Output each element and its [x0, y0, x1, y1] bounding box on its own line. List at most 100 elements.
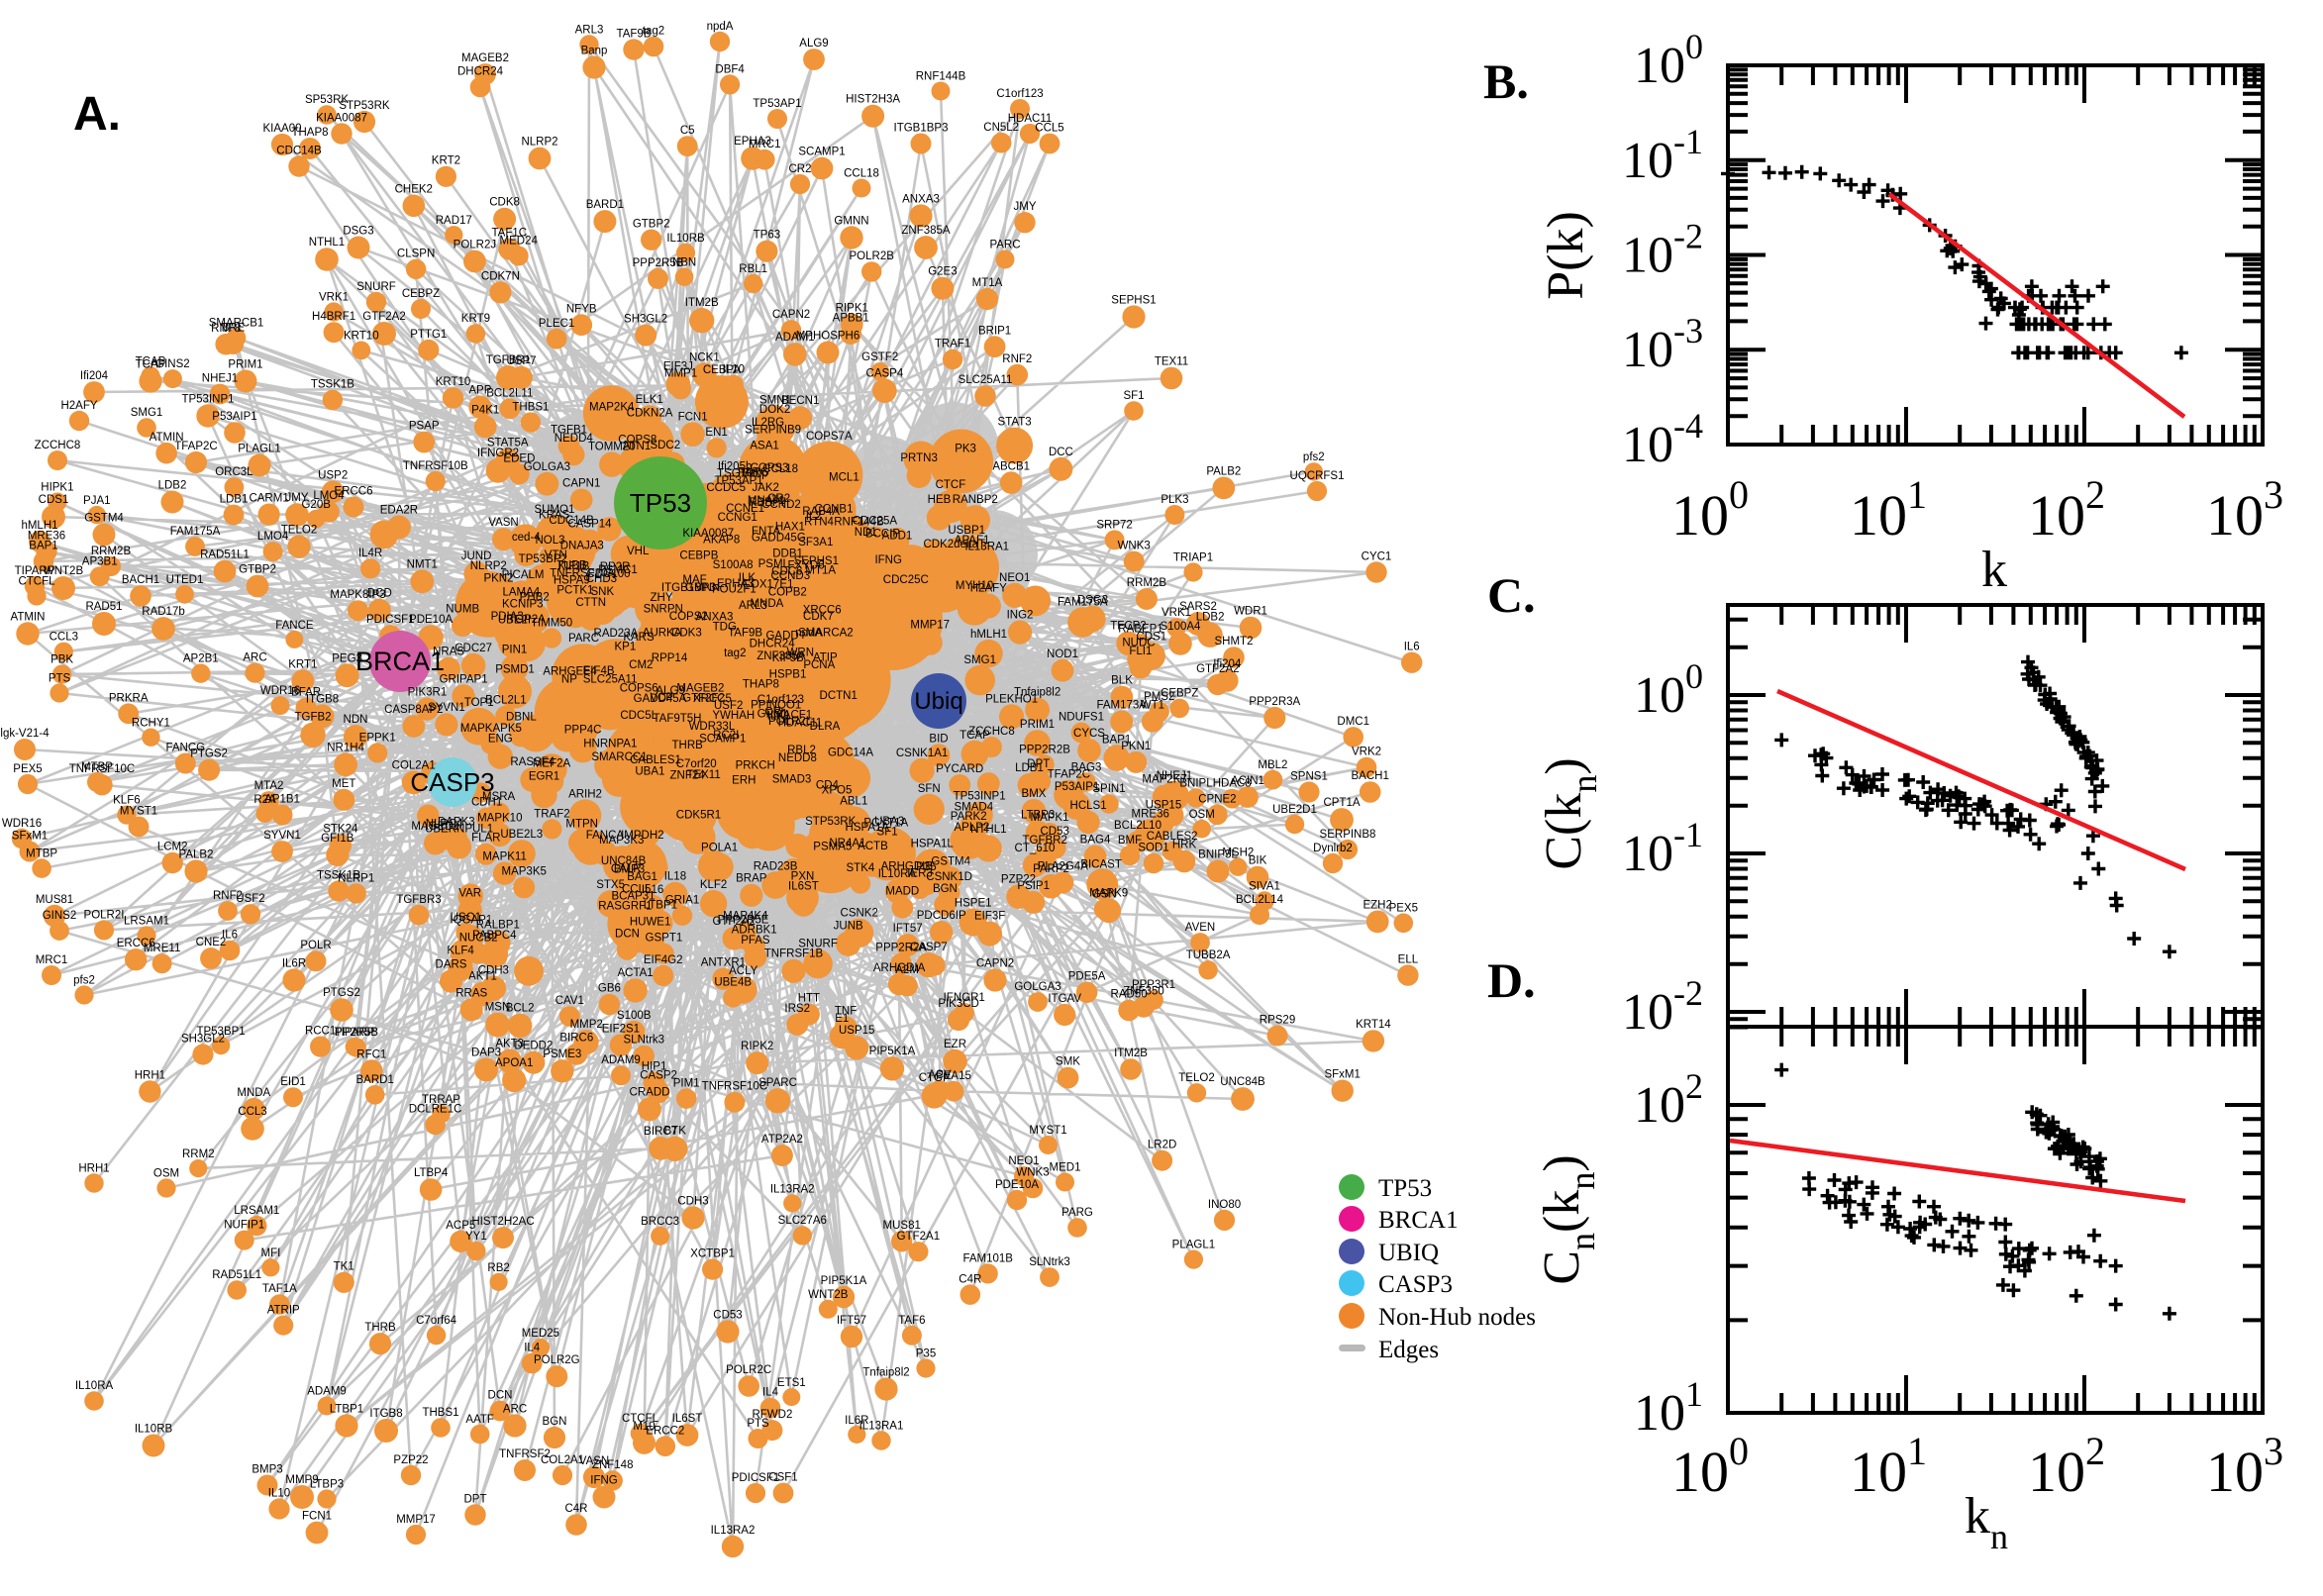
- svg-text:NTHL1: NTHL1: [309, 237, 345, 249]
- svg-text:CD53: CD53: [713, 1309, 742, 1321]
- svg-text:COPS6: COPS6: [620, 683, 658, 695]
- svg-text:S100A8: S100A8: [713, 559, 754, 571]
- svg-text:CASP2: CASP2: [640, 1070, 677, 1082]
- svg-text:NEO1: NEO1: [999, 572, 1030, 584]
- svg-text:NFYB: NFYB: [566, 303, 597, 315]
- svg-text:CR2: CR2: [788, 163, 811, 175]
- svg-text:ACTA1: ACTA1: [617, 967, 653, 979]
- svg-text:TP53INP1: TP53INP1: [181, 393, 234, 405]
- svg-text:GTF2F2: GTF2F2: [682, 693, 725, 705]
- svg-text:ARHGDIA: ARHGDIA: [873, 962, 926, 974]
- svg-text:GADD45A: GADD45A: [634, 693, 687, 705]
- svg-text:GB6: GB6: [598, 983, 621, 995]
- svg-text:CD4: CD4: [816, 779, 840, 791]
- svg-text:TCAP: TCAP: [960, 730, 990, 742]
- svg-text:GTF2A2: GTF2A2: [362, 311, 405, 323]
- svg-text:ARHGEF4: ARHGEF4: [543, 666, 597, 678]
- svg-text:CR: CR: [764, 706, 781, 718]
- svg-text:MMP1: MMP1: [664, 367, 697, 379]
- svg-text:CASP3: CASP3: [410, 767, 494, 797]
- svg-text:BID: BID: [929, 733, 948, 745]
- svg-text:SMARCC1: SMARCC1: [591, 751, 647, 763]
- svg-text:UBA3: UBA3: [874, 816, 904, 828]
- svg-text:C1orf123: C1orf123: [996, 88, 1043, 100]
- svg-text:Edges: Edges: [1378, 1337, 1439, 1363]
- svg-text:PTTG1: PTTG1: [410, 329, 447, 341]
- svg-text:GSPT1: GSPT1: [646, 933, 683, 945]
- svg-text:HIST2H3A: HIST2H3A: [846, 94, 900, 106]
- svg-text:DCN: DCN: [488, 1390, 513, 1402]
- svg-text:TELO2: TELO2: [1178, 1072, 1214, 1084]
- svg-text:BCL2L11: BCL2L11: [486, 387, 533, 399]
- svg-text:CDK5R1: CDK5R1: [676, 810, 721, 822]
- svg-text:BCCIP: BCCIP: [865, 528, 900, 540]
- svg-text:DBF4: DBF4: [715, 63, 745, 75]
- svg-text:ABL1: ABL1: [840, 796, 867, 808]
- svg-text:ING2: ING2: [1007, 609, 1034, 621]
- svg-text:PIK3CD: PIK3CD: [938, 998, 979, 1010]
- svg-text:CDH1: CDH1: [471, 797, 502, 809]
- svg-text:THRB: THRB: [672, 740, 704, 751]
- svg-text:PK3: PK3: [955, 444, 976, 455]
- svg-text:LTBP1: LTBP1: [330, 1403, 363, 1415]
- svg-text:PKN1: PKN1: [1121, 741, 1151, 752]
- svg-text:NUCB2: NUCB2: [459, 932, 498, 944]
- svg-text:WNT2B: WNT2B: [44, 565, 84, 577]
- svg-text:EID1: EID1: [280, 1076, 306, 1088]
- svg-text:PYCARD: PYCARD: [936, 763, 983, 775]
- svg-text:USP7: USP7: [506, 355, 536, 367]
- svg-text:XPO5: XPO5: [822, 784, 853, 796]
- svg-text:UNC84B: UNC84B: [1220, 1076, 1265, 1088]
- svg-text:TSSK1B: TSSK1B: [311, 379, 354, 391]
- svg-text:BIRC7: BIRC7: [644, 1126, 677, 1138]
- svg-text:CRADD: CRADD: [630, 1087, 670, 1099]
- svg-text:IL4: IL4: [762, 1387, 779, 1399]
- svg-text:ETS1: ETS1: [777, 1377, 806, 1389]
- svg-text:TGFBR2: TGFBR2: [1023, 835, 1067, 847]
- svg-text:TK1: TK1: [334, 1261, 354, 1273]
- svg-text:MTA2: MTA2: [254, 780, 284, 792]
- svg-text:ADAM9: ADAM9: [601, 1054, 641, 1066]
- svg-text:LRSAM1: LRSAM1: [234, 1205, 279, 1217]
- svg-text:NEDD4: NEDD4: [555, 433, 594, 445]
- svg-text:BRAP: BRAP: [736, 873, 767, 885]
- svg-text:DBNL: DBNL: [506, 712, 537, 724]
- svg-text:C7orf20: C7orf20: [676, 758, 717, 770]
- svg-text:NEO1: NEO1: [1008, 1155, 1039, 1167]
- svg-text:PHB2: PHB2: [520, 592, 550, 604]
- svg-text:TFAP2C: TFAP2C: [174, 441, 217, 452]
- svg-text:TFAP2C: TFAP2C: [1048, 769, 1090, 781]
- svg-text:PTGS2: PTGS2: [190, 748, 228, 760]
- svg-text:HUWE1: HUWE1: [630, 917, 671, 929]
- svg-text:PLEC1: PLEC1: [539, 318, 574, 330]
- svg-text:SMARCA2: SMARCA2: [798, 628, 854, 640]
- svg-text:USO1: USO1: [451, 912, 481, 924]
- svg-text:WNT2B: WNT2B: [808, 1289, 849, 1301]
- svg-text:PFAS: PFAS: [741, 935, 770, 947]
- svg-text:BRCC3: BRCC3: [641, 1216, 679, 1228]
- svg-text:LAMA4: LAMA4: [502, 587, 540, 599]
- svg-text:ALG9: ALG9: [799, 38, 828, 50]
- svg-text:ACIN1: ACIN1: [1231, 775, 1264, 787]
- svg-text:NR1H4: NR1H4: [327, 742, 364, 753]
- svg-text:CCL5: CCL5: [622, 884, 651, 896]
- svg-text:EZH2: EZH2: [1363, 900, 1391, 912]
- svg-text:R2A: R2A: [253, 794, 276, 806]
- svg-text:RFC1: RFC1: [356, 1048, 386, 1060]
- svg-text:GSTM4: GSTM4: [931, 855, 970, 867]
- svg-text:ZHY: ZHY: [651, 592, 673, 604]
- svg-text:SLC27A6: SLC27A6: [778, 1215, 827, 1227]
- svg-text:STK4: STK4: [847, 862, 875, 874]
- svg-text:CABLES2: CABLES2: [1147, 831, 1198, 843]
- svg-text:ATMIN: ATMIN: [11, 611, 46, 623]
- svg-text:GPS1: GPS1: [758, 708, 788, 720]
- svg-text:BMP3: BMP3: [252, 1464, 282, 1476]
- svg-text:XRCC6: XRCC6: [803, 605, 842, 617]
- svg-text:KRT1: KRT1: [288, 658, 317, 670]
- svg-text:PABPC4: PABPC4: [472, 930, 517, 942]
- svg-text:ZNF24: ZNF24: [670, 770, 706, 782]
- svg-text:MAPK8IP3: MAPK8IP3: [330, 589, 385, 601]
- svg-text:ARL3: ARL3: [575, 24, 604, 36]
- svg-text:TRRAP: TRRAP: [422, 1094, 460, 1106]
- svg-text:TRAF1: TRAF1: [935, 339, 970, 350]
